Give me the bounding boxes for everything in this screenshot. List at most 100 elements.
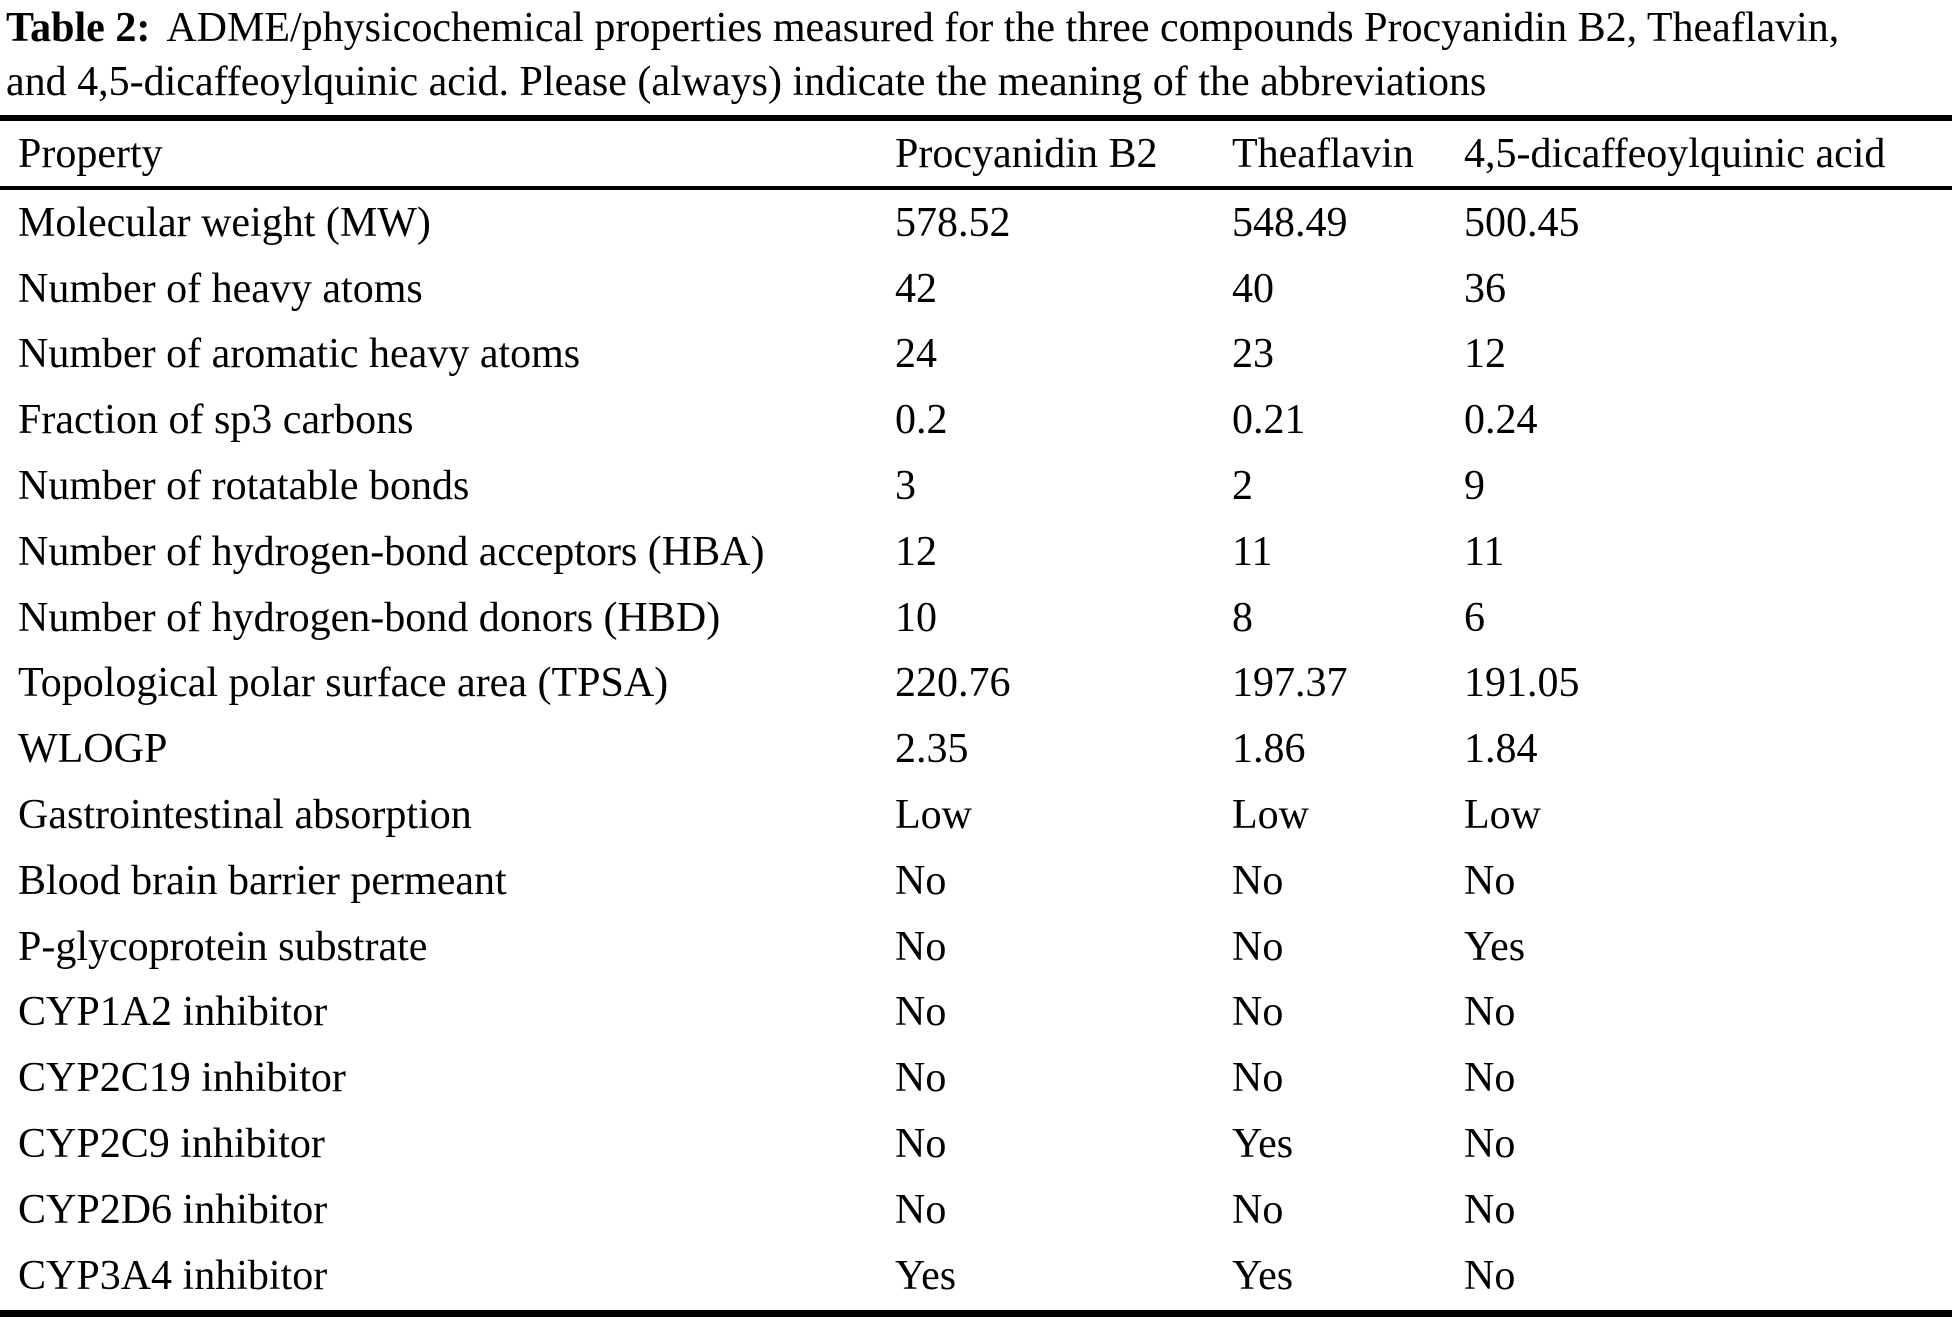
table-row: Number of heavy atoms 42 40 36 — [0, 256, 1952, 322]
value-cell-theaflavin: 11 — [1232, 528, 1273, 575]
value-cell-procyanidin-b2: No — [895, 1186, 947, 1233]
column-header-property: Property — [18, 130, 163, 177]
value-cell-dicaffeoylquinic-acid: 191.05 — [1464, 660, 1580, 707]
column-header-theaflavin: Theaflavin — [1232, 130, 1414, 177]
value-cell-theaflavin: No — [1232, 989, 1284, 1036]
value-cell-dicaffeoylquinic-acid: 36 — [1464, 265, 1506, 312]
value-cell-procyanidin-b2: 3 — [895, 463, 916, 510]
property-cell: Molecular weight (MW) — [18, 199, 431, 246]
property-cell: Number of heavy atoms — [18, 265, 423, 312]
value-cell-dicaffeoylquinic-acid: No — [1464, 989, 1516, 1036]
value-cell-procyanidin-b2: 10 — [895, 594, 937, 641]
caption-line-1: Table 2: ADME/physicochemical properties … — [6, 1, 1950, 55]
value-cell-theaflavin: No — [1232, 1186, 1284, 1233]
table-row: Molecular weight (MW) 578.52 548.49 500.… — [0, 190, 1952, 256]
value-cell-dicaffeoylquinic-acid: 6 — [1464, 594, 1485, 641]
table-row: Fraction of sp3 carbons 0.2 0.21 0.24 — [0, 387, 1952, 453]
table-row: Number of aromatic heavy atoms 24 23 12 — [0, 322, 1952, 388]
table-header-rule — [0, 186, 1952, 190]
value-cell-theaflavin: 23 — [1232, 331, 1274, 378]
table-row: CYP3A4 inhibitor Yes Yes No — [0, 1243, 1952, 1309]
value-cell-procyanidin-b2: Yes — [895, 1252, 957, 1299]
value-cell-dicaffeoylquinic-acid: 1.84 — [1464, 726, 1538, 773]
caption-text-1: ADME/physicochemical properties measured… — [166, 5, 1840, 51]
property-cell: CYP3A4 inhibitor — [18, 1252, 328, 1299]
property-cell: Number of hydrogen-bond acceptors (HBA) — [18, 528, 765, 575]
value-cell-dicaffeoylquinic-acid: 11 — [1464, 528, 1505, 575]
property-cell: Number of rotatable bonds — [18, 463, 470, 510]
caption-label: Table 2: — [6, 5, 151, 51]
table-row: Number of hydrogen-bond acceptors (HBA) … — [0, 519, 1952, 585]
column-header-dicaffeoylquinic-acid: 4,5-dicaffeoylquinic acid — [1464, 130, 1886, 177]
value-cell-dicaffeoylquinic-acid: No — [1464, 1055, 1516, 1102]
table-header-row: Property Procyanidin B2 Theaflavin 4,5-d… — [0, 121, 1952, 186]
value-cell-dicaffeoylquinic-acid: No — [1464, 857, 1516, 904]
value-cell-procyanidin-b2: 578.52 — [895, 199, 1011, 246]
value-cell-procyanidin-b2: 42 — [895, 265, 937, 312]
table-row: P-glycoprotein substrate No No Yes — [0, 914, 1952, 980]
property-cell: WLOGP — [18, 726, 168, 773]
value-cell-dicaffeoylquinic-acid: 500.45 — [1464, 199, 1580, 246]
value-cell-procyanidin-b2: No — [895, 857, 947, 904]
property-cell: CYP2C9 inhibitor — [18, 1121, 325, 1168]
value-cell-procyanidin-b2: Low — [895, 792, 972, 839]
table-row: CYP1A2 inhibitor No No No — [0, 980, 1952, 1046]
value-cell-theaflavin: 197.37 — [1232, 660, 1348, 707]
value-cell-dicaffeoylquinic-acid: 12 — [1464, 331, 1506, 378]
table-row: WLOGP 2.35 1.86 1.84 — [0, 716, 1952, 782]
property-cell: Blood brain barrier permeant — [18, 857, 507, 904]
table-row: Gastrointestinal absorption Low Low Low — [0, 782, 1952, 848]
property-cell: CYP2D6 inhibitor — [18, 1186, 328, 1233]
value-cell-dicaffeoylquinic-acid: No — [1464, 1252, 1516, 1299]
table-row: CYP2D6 inhibitor No No No — [0, 1177, 1952, 1243]
property-cell: Number of aromatic heavy atoms — [18, 331, 581, 378]
value-cell-theaflavin: No — [1232, 1055, 1284, 1102]
property-cell: CYP1A2 inhibitor — [18, 989, 328, 1036]
value-cell-procyanidin-b2: 0.2 — [895, 397, 948, 444]
value-cell-procyanidin-b2: No — [895, 923, 947, 970]
value-cell-theaflavin: No — [1232, 857, 1284, 904]
value-cell-procyanidin-b2: 24 — [895, 331, 937, 378]
table-row: Number of hydrogen-bond donors (HBD) 10 … — [0, 585, 1952, 651]
value-cell-theaflavin: Yes — [1232, 1121, 1294, 1168]
table-row: CYP2C19 inhibitor No No No — [0, 1045, 1952, 1111]
value-cell-procyanidin-b2: No — [895, 1055, 947, 1102]
table-row: Blood brain barrier permeant No No No — [0, 848, 1952, 914]
property-cell: Number of hydrogen-bond donors (HBD) — [18, 594, 721, 641]
column-header-procyanidin-b2: Procyanidin B2 — [895, 130, 1158, 177]
value-cell-theaflavin: 0.21 — [1232, 397, 1306, 444]
property-cell: CYP2C19 inhibitor — [18, 1055, 346, 1102]
value-cell-theaflavin: 8 — [1232, 594, 1253, 641]
value-cell-theaflavin: 548.49 — [1232, 199, 1348, 246]
table-top-rule — [0, 115, 1952, 121]
value-cell-dicaffeoylquinic-acid: Yes — [1464, 923, 1526, 970]
value-cell-theaflavin: Yes — [1232, 1252, 1294, 1299]
table-row: Topological polar surface area (TPSA) 22… — [0, 651, 1952, 717]
value-cell-theaflavin: Low — [1232, 792, 1309, 839]
property-cell: Fraction of sp3 carbons — [18, 397, 414, 444]
property-cell: P-glycoprotein substrate — [18, 923, 428, 970]
property-cell: Gastrointestinal absorption — [18, 792, 472, 839]
value-cell-procyanidin-b2: 2.35 — [895, 726, 969, 773]
table-caption: Table 2: ADME/physicochemical properties … — [6, 1, 1950, 109]
value-cell-procyanidin-b2: 12 — [895, 528, 937, 575]
value-cell-dicaffeoylquinic-acid: 9 — [1464, 463, 1485, 510]
value-cell-procyanidin-b2: No — [895, 989, 947, 1036]
table-body: Molecular weight (MW) 578.52 548.49 500.… — [0, 190, 1952, 1309]
value-cell-procyanidin-b2: No — [895, 1121, 947, 1168]
value-cell-dicaffeoylquinic-acid: No — [1464, 1186, 1516, 1233]
value-cell-theaflavin: No — [1232, 923, 1284, 970]
value-cell-theaflavin: 2 — [1232, 463, 1253, 510]
value-cell-theaflavin: 1.86 — [1232, 726, 1306, 773]
value-cell-dicaffeoylquinic-acid: No — [1464, 1121, 1516, 1168]
property-cell: Topological polar surface area (TPSA) — [18, 660, 669, 707]
value-cell-dicaffeoylquinic-acid: 0.24 — [1464, 397, 1538, 444]
table-bottom-rule — [0, 1310, 1952, 1317]
value-cell-theaflavin: 40 — [1232, 265, 1274, 312]
caption-line-2: and 4,5-dicaffeoylquinic acid. Please (a… — [6, 59, 1487, 105]
table-row: CYP2C9 inhibitor No Yes No — [0, 1111, 1952, 1177]
table-row: Number of rotatable bonds 3 2 9 — [0, 453, 1952, 519]
value-cell-dicaffeoylquinic-acid: Low — [1464, 792, 1541, 839]
value-cell-procyanidin-b2: 220.76 — [895, 660, 1011, 707]
